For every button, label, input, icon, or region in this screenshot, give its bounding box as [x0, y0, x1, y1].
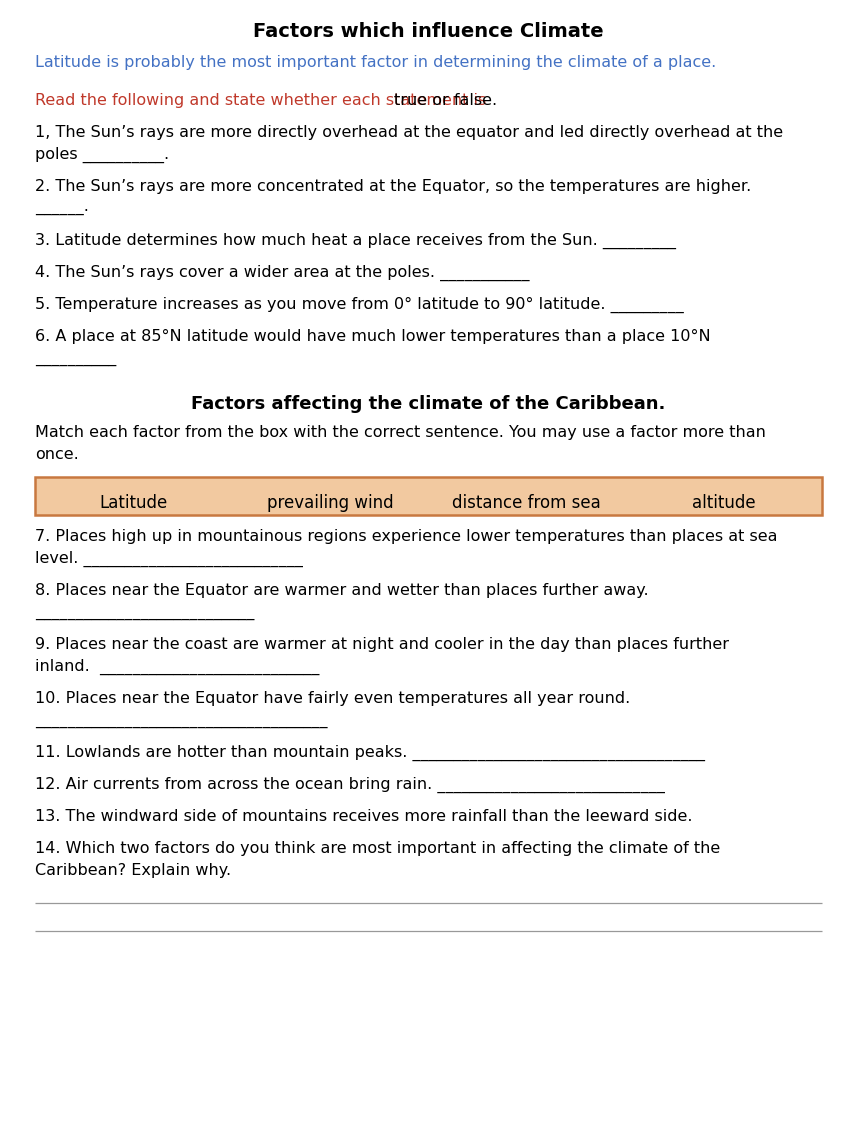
- Bar: [35, 477, 822, 515]
- Text: 9. Places near the coast are warmer at night and cooler in the day than places f: 9. Places near the coast are warmer at n…: [35, 637, 729, 652]
- Text: 5. Temperature increases as you move from 0° latitude to 90° latitude. _________: 5. Temperature increases as you move fro…: [35, 297, 684, 314]
- Text: Latitude: Latitude: [99, 494, 167, 512]
- Text: poles __________.: poles __________.: [35, 147, 169, 163]
- Text: 4. The Sun’s rays cover a wider area at the poles. ___________: 4. The Sun’s rays cover a wider area at …: [35, 265, 530, 281]
- Text: altitude: altitude: [692, 494, 755, 512]
- Text: Factors which influence Climate: Factors which influence Climate: [253, 22, 604, 41]
- Text: Match each factor from the box with the correct sentence. You may use a factor m: Match each factor from the box with the …: [35, 424, 766, 440]
- Text: ___________________________: ___________________________: [35, 604, 255, 620]
- Text: ____________________________________: ____________________________________: [35, 713, 327, 728]
- Text: 13. The windward side of mountains receives more rainfall than the leeward side.: 13. The windward side of mountains recei…: [35, 809, 692, 824]
- Text: distance from sea: distance from sea: [452, 494, 602, 512]
- Text: 12. Air currents from across the ocean bring rain. ____________________________: 12. Air currents from across the ocean b…: [35, 777, 665, 794]
- Text: 14. Which two factors do you think are most important in affecting the climate o: 14. Which two factors do you think are m…: [35, 841, 720, 856]
- Text: true or false.: true or false.: [393, 93, 497, 108]
- Text: 7. Places high up in mountainous regions experience lower temperatures than plac: 7. Places high up in mountainous regions…: [35, 529, 777, 544]
- Text: Factors affecting the climate of the Caribbean.: Factors affecting the climate of the Car…: [191, 395, 666, 413]
- Text: inland.  ___________________________: inland. ___________________________: [35, 659, 320, 675]
- Text: __________: __________: [35, 351, 117, 366]
- Text: Read the following and state whether each statement is: Read the following and state whether eac…: [35, 93, 491, 108]
- Text: 2. The Sun’s rays are more concentrated at the Equator, so the temperatures are : 2. The Sun’s rays are more concentrated …: [35, 179, 752, 194]
- Text: 8. Places near the Equator are warmer and wetter than places further away.: 8. Places near the Equator are warmer an…: [35, 583, 649, 598]
- Text: ______.: ______.: [35, 201, 89, 216]
- Text: once.: once.: [35, 447, 79, 462]
- Text: 3. Latitude determines how much heat a place receives from the Sun. _________: 3. Latitude determines how much heat a p…: [35, 233, 676, 249]
- Text: prevailing wind: prevailing wind: [267, 494, 393, 512]
- Text: level. ___________________________: level. ___________________________: [35, 551, 303, 567]
- Text: Caribbean? Explain why.: Caribbean? Explain why.: [35, 863, 231, 878]
- Text: 11. Lowlands are hotter than mountain peaks. ___________________________________: 11. Lowlands are hotter than mountain pe…: [35, 745, 705, 761]
- Text: 1, The Sun’s rays are more directly overhead at the equator and led directly ove: 1, The Sun’s rays are more directly over…: [35, 125, 783, 140]
- Text: Latitude is probably the most important factor in determining the climate of a p: Latitude is probably the most important …: [35, 55, 716, 70]
- Text: 6. A place at 85°N latitude would have much lower temperatures than a place 10°N: 6. A place at 85°N latitude would have m…: [35, 329, 710, 344]
- Text: 10. Places near the Equator have fairly even temperatures all year round.: 10. Places near the Equator have fairly …: [35, 691, 630, 706]
